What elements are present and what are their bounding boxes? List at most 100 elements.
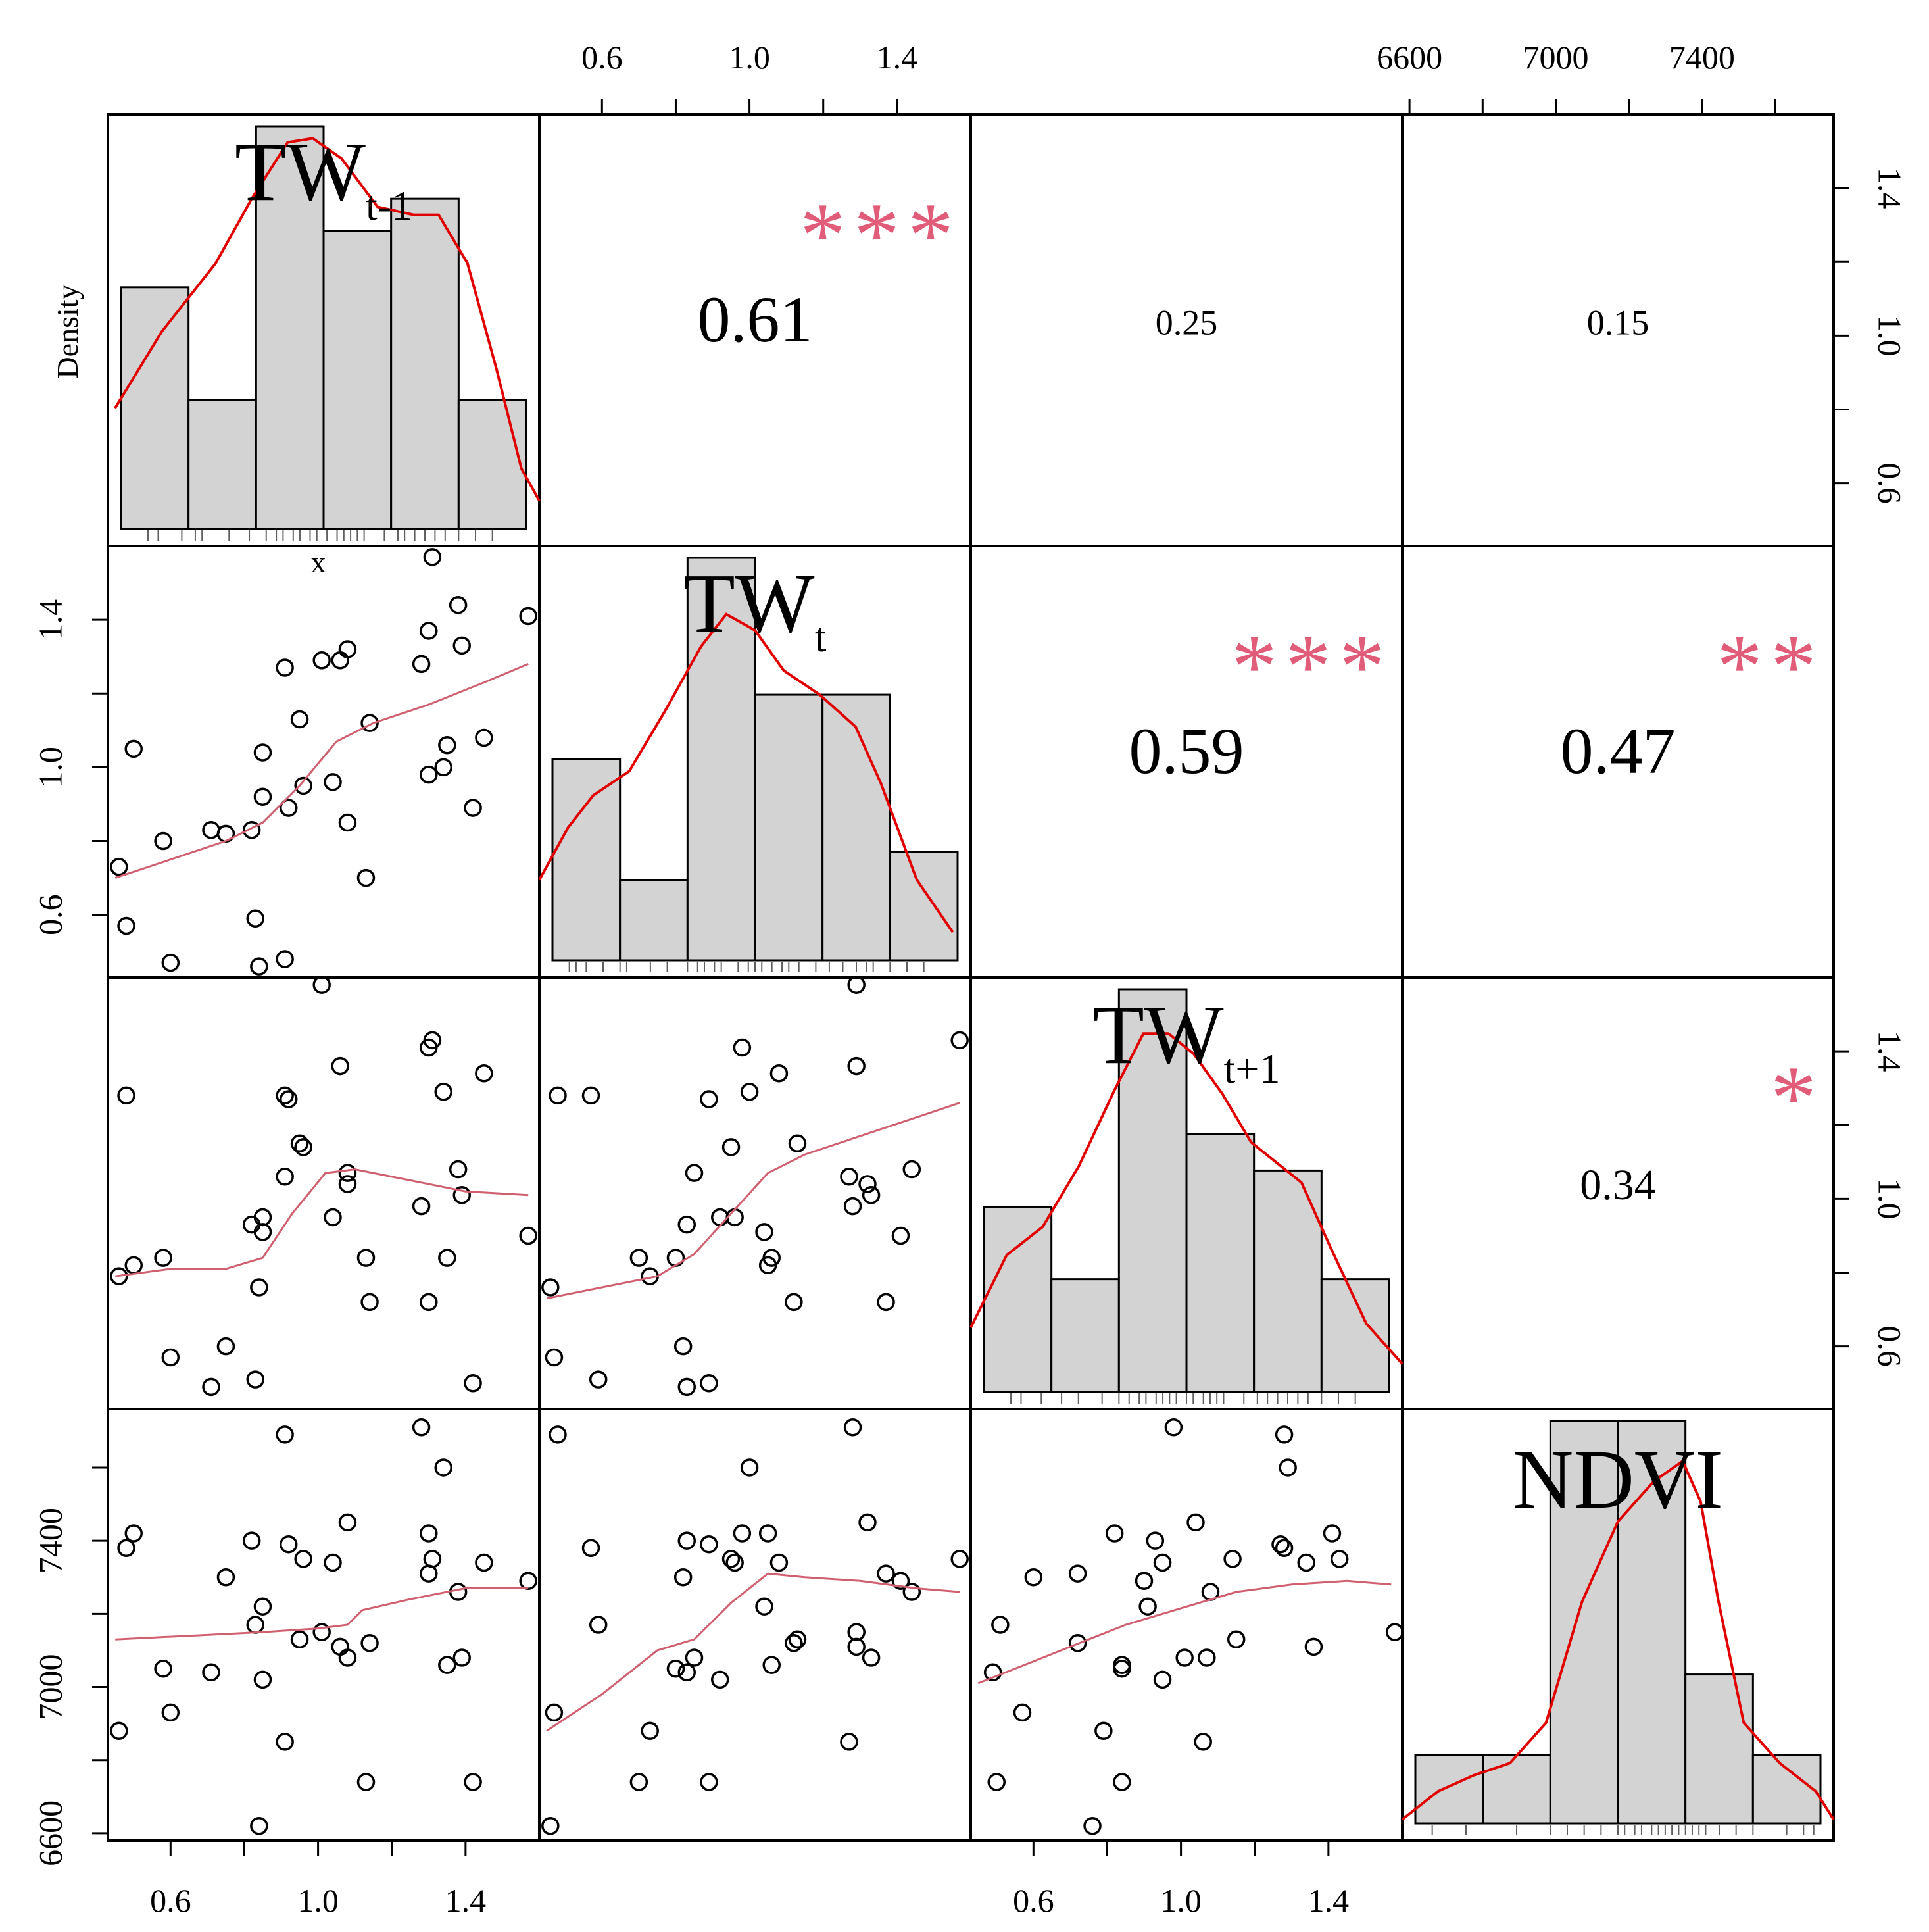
diagonal-label-2: TWt+1 bbox=[1093, 988, 1281, 1092]
significance-stars-1-3: ** bbox=[1717, 616, 1824, 718]
panel-frame-3-2 bbox=[969, 1408, 1404, 1842]
bottom-tick-label-2-2: 1.4 bbox=[1308, 1882, 1350, 1919]
hist-bar-0-4 bbox=[390, 197, 460, 530]
point-2-0-27 bbox=[423, 1031, 442, 1050]
point-3-1-6 bbox=[673, 1568, 693, 1587]
point-3-2-5 bbox=[983, 1663, 1002, 1682]
correlation-value-0-2: 0.25 bbox=[1156, 303, 1218, 342]
point-3-2-29 bbox=[1113, 1656, 1131, 1674]
point-1-0-26 bbox=[420, 622, 438, 640]
point-3-2-17 bbox=[1386, 1623, 1404, 1641]
point-2-1-32 bbox=[700, 1374, 718, 1393]
point-3-2-28 bbox=[1279, 1458, 1297, 1477]
significance-stars-1-2: *** bbox=[1231, 616, 1393, 718]
left-tick-label-3-1: 7000 bbox=[32, 1654, 68, 1720]
point-3-2-27 bbox=[1330, 1550, 1349, 1568]
point-3-0-30 bbox=[449, 1583, 468, 1601]
point-3-0-8 bbox=[246, 1616, 265, 1634]
point-2-1-3 bbox=[666, 1249, 685, 1267]
point-3-0-24 bbox=[412, 1418, 431, 1437]
point-3-1-31 bbox=[862, 1648, 881, 1667]
panel-frame-3-3 bbox=[1401, 1408, 1835, 1842]
point-2-0-5 bbox=[202, 1377, 220, 1397]
point-1-0-30 bbox=[449, 595, 468, 614]
point-1-0-11 bbox=[253, 743, 272, 762]
top-tick-label-3-1: 7000 bbox=[1523, 39, 1588, 76]
point-2-0-24 bbox=[412, 1197, 431, 1216]
density-curve-3 bbox=[1401, 1459, 1835, 1821]
point-3-2-11 bbox=[1138, 1597, 1157, 1616]
point-3-2-3 bbox=[1113, 1659, 1131, 1678]
point-2-1-33 bbox=[769, 1064, 789, 1083]
hist-bar-0-3 bbox=[322, 230, 393, 530]
top-tick-label-1-2: 1.4 bbox=[877, 39, 918, 76]
loess-line-3-2 bbox=[977, 1579, 1392, 1685]
hist-bar-1-0 bbox=[551, 758, 622, 962]
point-1-0-2 bbox=[124, 739, 143, 758]
hist-bar-2-5 bbox=[1320, 1278, 1390, 1393]
point-2-1-9 bbox=[541, 1278, 560, 1297]
hist-bar-3-0 bbox=[1414, 1754, 1484, 1825]
point-3-2-15 bbox=[1227, 1630, 1246, 1648]
point-2-0-22 bbox=[356, 1249, 376, 1267]
point-2-1-28 bbox=[740, 1083, 759, 1101]
point-3-2-24 bbox=[1164, 1418, 1183, 1437]
point-2-0-33 bbox=[475, 1064, 493, 1083]
point-3-2-2 bbox=[1105, 1524, 1124, 1543]
hist-bar-0-0 bbox=[120, 286, 190, 530]
point-3-1-29 bbox=[762, 1656, 781, 1674]
correlation-value-1-2: 0.59 bbox=[1129, 714, 1244, 787]
point-2-1-4 bbox=[545, 1348, 564, 1367]
point-2-0-12 bbox=[276, 1168, 294, 1186]
point-2-1-34 bbox=[891, 1226, 910, 1245]
point-1-0-12 bbox=[276, 658, 294, 677]
point-3-1-30 bbox=[902, 1583, 921, 1601]
point-3-0-6 bbox=[216, 1568, 235, 1587]
point-1-0-32 bbox=[464, 799, 482, 817]
point-2-1-7 bbox=[677, 1215, 696, 1234]
axes: 0.6 1.0 1.4 6600 7000 7400 0.6 1.0 1.4 0.6 1.0 1.4 0… bbox=[32, 39, 1908, 1919]
point-2-1-27 bbox=[950, 1031, 969, 1050]
point-3-2-9 bbox=[1083, 1817, 1102, 1835]
chart-marks bbox=[110, 125, 1835, 1835]
point-3-1-3 bbox=[666, 1659, 685, 1678]
right-tick-label-0-1: 1.0 bbox=[1872, 315, 1909, 357]
point-1-0-24 bbox=[412, 655, 431, 674]
x-axis-label: x bbox=[311, 545, 326, 579]
point-3-0-28 bbox=[434, 1458, 452, 1477]
top-tick-label-3-0: 6600 bbox=[1377, 39, 1442, 76]
bottom-tick-label-0-2: 1.4 bbox=[445, 1882, 487, 1919]
hist-bar-2-2 bbox=[1117, 988, 1188, 1393]
point-2-0-7 bbox=[242, 1215, 261, 1234]
point-3-0-29 bbox=[438, 1656, 456, 1674]
point-2-1-29 bbox=[762, 1249, 781, 1267]
point-3-0-5 bbox=[202, 1663, 220, 1682]
point-3-0-34 bbox=[519, 1572, 537, 1591]
right-tick-label-2-1: 1.0 bbox=[1872, 1178, 1909, 1220]
point-2-0-29 bbox=[438, 1249, 456, 1267]
point-3-0-3 bbox=[154, 1659, 172, 1678]
point-2-1-20 bbox=[858, 1175, 877, 1193]
point-2-0-21 bbox=[338, 1164, 357, 1182]
point-3-0-17 bbox=[312, 1623, 331, 1641]
significance-stars-0-1: *** bbox=[800, 184, 962, 286]
point-3-1-33 bbox=[769, 1553, 789, 1572]
point-3-2-32 bbox=[987, 1773, 1006, 1791]
top-tick-label-1-1: 1.0 bbox=[729, 39, 770, 76]
point-3-1-18 bbox=[725, 1553, 744, 1572]
point-1-0-20 bbox=[338, 640, 357, 658]
point-3-0-14 bbox=[279, 1535, 298, 1554]
diagonal-label-main-1: TW bbox=[684, 557, 815, 650]
point-2-0-4 bbox=[161, 1348, 180, 1367]
point-2-0-1 bbox=[117, 1086, 135, 1105]
point-3-2-31 bbox=[1175, 1648, 1194, 1667]
density-curve-2 bbox=[969, 1032, 1404, 1365]
point-2-1-17 bbox=[847, 976, 866, 994]
point-2-1-19 bbox=[847, 1056, 866, 1076]
point-3-1-11 bbox=[755, 1597, 773, 1616]
point-1-0-31 bbox=[452, 636, 472, 655]
point-3-0-7 bbox=[242, 1531, 261, 1550]
point-3-0-1 bbox=[117, 1539, 135, 1558]
point-3-1-22 bbox=[629, 1773, 648, 1791]
point-1-0-16 bbox=[294, 776, 312, 795]
